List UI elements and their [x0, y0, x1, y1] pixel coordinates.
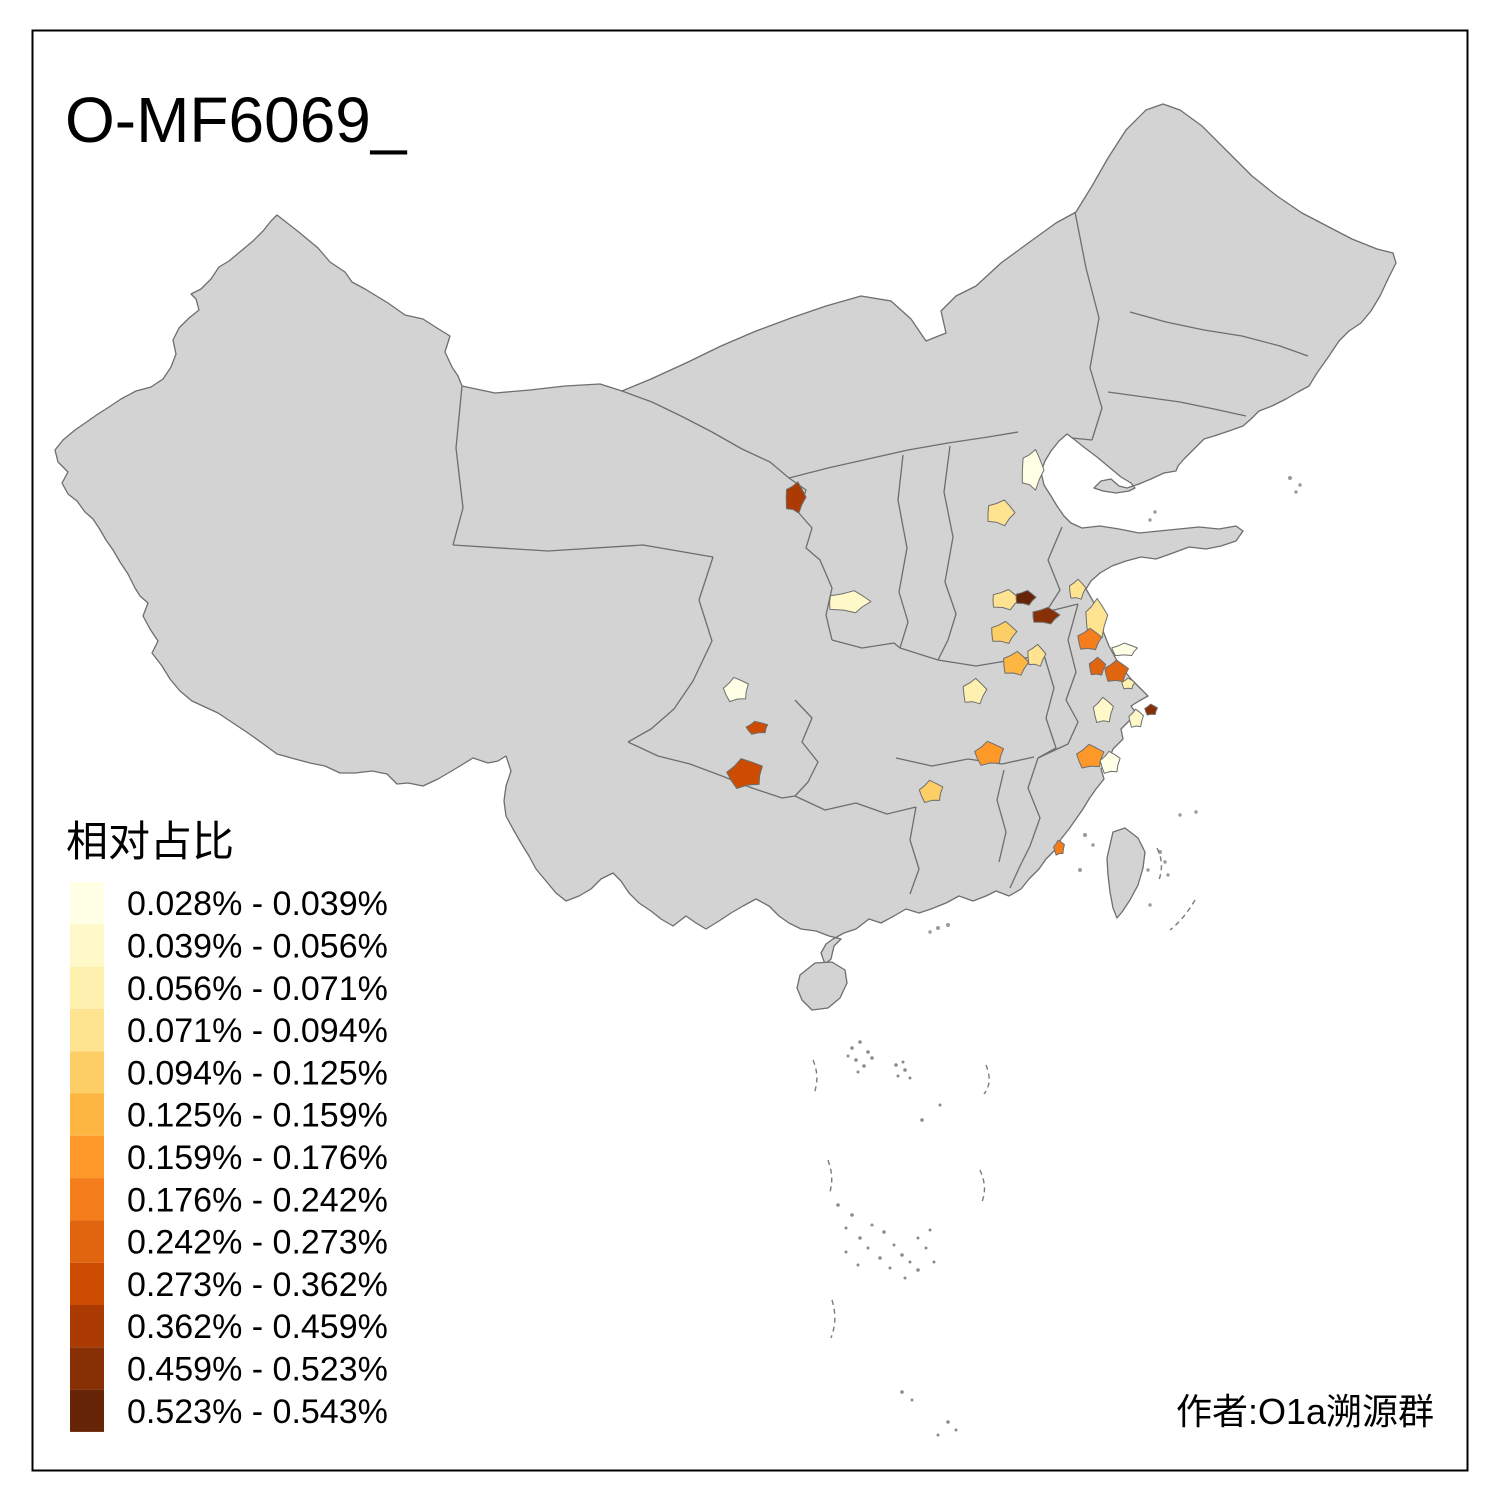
map-region-anhui-bozhou	[1027, 643, 1047, 667]
map-region-fujian-xiamen	[1053, 839, 1065, 856]
legend-swatch	[70, 1008, 104, 1052]
legend-swatch	[70, 882, 104, 925]
hainan-island	[796, 961, 848, 1011]
legend-swatch	[70, 1389, 104, 1432]
legend-bin-label: 0.362% - 0.459%	[127, 1308, 388, 1346]
legend-bin-label: 0.071% - 0.094%	[127, 1012, 388, 1050]
legend-swatch	[70, 1093, 104, 1136]
map-region-henan-nanyang	[962, 677, 988, 705]
colored-regions	[722, 449, 1158, 856]
legend-swatch	[70, 1262, 104, 1305]
legend-swatch	[70, 924, 104, 967]
map-region-jiangsu-nanjing	[1088, 656, 1107, 676]
map-region-sichuan-yibin-luzhou	[726, 758, 763, 789]
map-region-shanghai	[1121, 677, 1136, 690]
south-china-sea-islands	[836, 1040, 958, 1437]
legend-bin-label: 0.125% - 0.159%	[127, 1097, 388, 1135]
legend-swatch	[70, 1220, 104, 1263]
map-region-jiangsu-huaian	[1077, 627, 1103, 651]
map-region-hubei-wuhan	[974, 740, 1005, 766]
legend-bin-label: 0.176% - 0.242%	[127, 1181, 388, 1219]
map-region-jiangsu-lianyungang	[1069, 578, 1087, 600]
map-region-zhejiang-taizhou	[1099, 750, 1121, 774]
legend-swatch	[70, 1305, 104, 1348]
map-region-sichuan-deyang	[722, 676, 749, 703]
legend-swatch	[70, 1347, 104, 1390]
map-region-anhui-fuyang	[1003, 650, 1030, 676]
map-region-hebei-shijiazhuang	[987, 499, 1016, 527]
legend-bin-label: 0.159% - 0.176%	[127, 1139, 388, 1177]
legend-bin-label: 0.056% - 0.071%	[127, 970, 388, 1008]
taiwan-island	[1106, 827, 1146, 919]
legend-bin-label: 0.028% - 0.039%	[127, 885, 388, 923]
map-region-jiangsu-nantong	[1111, 642, 1138, 657]
map-region-gansu-qingyang	[829, 590, 872, 614]
legend-title: 相对占比	[66, 818, 234, 865]
legend: 0.028% - 0.039% 0.039% - 0.056% 0.056% - 0…	[70, 882, 388, 1432]
mainland-landmass	[54, 103, 1397, 965]
legend-bin-label: 0.523% - 0.543%	[127, 1393, 388, 1431]
coastal-islets	[928, 476, 1302, 934]
legend-bin-label: 0.459% - 0.523%	[127, 1351, 388, 1389]
map-region-tianjin-area	[1021, 449, 1045, 491]
map-region-zhejiang-zhoushan	[1144, 703, 1158, 716]
attribution-text: 作者:O1a溯源群	[1176, 1391, 1434, 1432]
legend-swatch	[70, 1135, 104, 1179]
map-region-shandong-sw-dark	[1015, 589, 1037, 606]
sea-boundary-dashes	[812, 847, 1196, 1339]
map-region-sichuan-neijiang	[745, 720, 769, 735]
map-region-henan-shangqiu	[991, 620, 1018, 644]
legend-bin-label: 0.273% - 0.362%	[127, 1266, 388, 1304]
map-region-zhejiang-ningbo	[1128, 708, 1144, 728]
legend-swatch	[70, 1051, 104, 1094]
map-region-henan-puyang	[992, 589, 1021, 611]
map-region-jiangsu-xuzhou	[1032, 606, 1061, 625]
legend-swatch	[70, 1178, 104, 1221]
map-region-zhejiang-jiaxing	[1092, 696, 1114, 723]
map-region-zhejiang-jinhua	[1076, 743, 1105, 769]
map-region-ningxia-yinchuan	[785, 481, 807, 514]
map-region-hunan-changsha	[918, 779, 944, 803]
map-region-jiangsu-suzhou-wuxi	[1104, 659, 1129, 683]
legend-bin-label: 0.094% - 0.125%	[127, 1054, 388, 1092]
legend-bin-label: 0.242% - 0.273%	[127, 1224, 388, 1262]
legend-swatch	[70, 966, 104, 1009]
page-title: O-MF6069_	[65, 84, 408, 156]
china-map	[54, 103, 1397, 1437]
legend-bin-label: 0.039% - 0.056%	[127, 927, 388, 965]
